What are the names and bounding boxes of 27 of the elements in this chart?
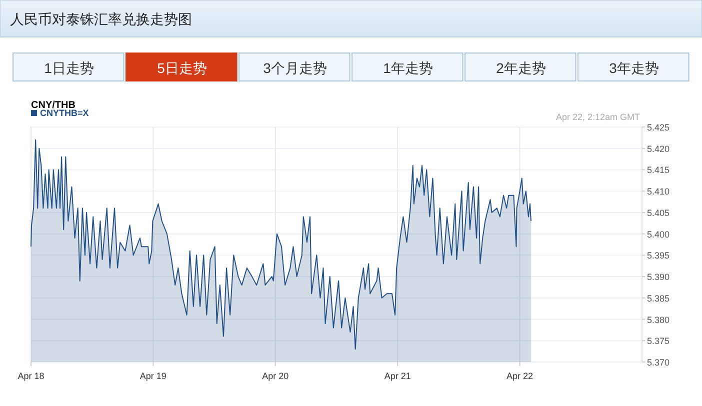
y-tick-label: 5.420: [647, 144, 670, 154]
text: 3年走势: [609, 60, 659, 76]
x-tick-label: Apr 22: [506, 371, 534, 381]
chart-subtitle: CNY/THB: [31, 100, 76, 111]
y-tick-label: 5.410: [647, 186, 670, 197]
y-tick-label: 5.400: [647, 229, 670, 240]
text: 1年走势: [383, 60, 433, 76]
text: Apr 22, 2:12am GMT: [556, 112, 640, 122]
y-tick-label: 5.385: [647, 293, 670, 304]
y-tick-label: 5.390: [647, 272, 670, 282]
y-tick-label: 5.425: [647, 122, 670, 132]
text: 1日走势: [44, 60, 94, 76]
text: 5日走势: [157, 60, 207, 76]
legend-label: CNYTHB=X: [40, 108, 89, 118]
x-tick-label: Apr 18: [18, 371, 44, 381]
y-tick-label: 5.405: [647, 208, 670, 218]
text: 3个月走势: [263, 60, 327, 76]
x-tick-label: Apr 20: [262, 371, 289, 381]
x-tick-label: Apr 21: [384, 371, 411, 381]
text: 2年走势: [496, 60, 546, 76]
y-tick-label: 5.395: [647, 250, 670, 261]
y-tick-label: 5.415: [647, 165, 670, 176]
x-tick-label: Apr 19: [140, 371, 166, 381]
y-tick-label: 5.380: [647, 314, 670, 325]
chart-title: 人民币对泰铢汇率兑换走势图: [10, 11, 192, 27]
y-tick-label: 5.370: [647, 358, 670, 368]
y-tick-label: 5.375: [647, 336, 670, 346]
